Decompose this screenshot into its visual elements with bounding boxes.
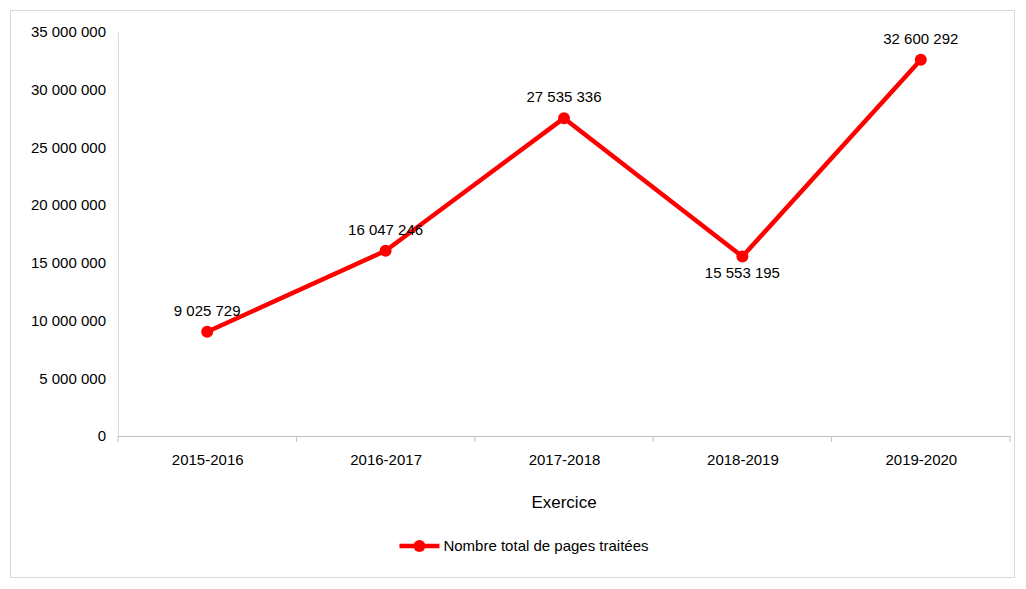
y-tick-label: 0 [98,427,106,444]
point [915,54,927,66]
x-divider [1010,436,1011,442]
x-divider [831,436,832,442]
y-tick: 25 000 000 [31,139,118,156]
x-tick-label: 2019-2020 [885,451,957,468]
x-tick-label: 2018-2019 [707,451,779,468]
series-line [207,60,921,332]
data-label: 27 535 336 [526,88,601,105]
x-tick-label: 2017-2018 [529,451,601,468]
y-axis-line [118,33,119,437]
y-tick-label: 5 000 000 [39,370,106,387]
x-divider [118,436,119,442]
x-axis-line [119,436,1011,437]
data-label: 32 600 292 [883,30,958,47]
x-tick-label: 2016-2017 [350,451,422,468]
point [380,245,392,257]
x-axis: 2015-2016 2016-2017 2017-2018 2018-2019 2019… [119,436,1011,468]
x-dividers [118,436,1010,442]
x-tick: 2018-2019 [707,436,779,468]
data-label: 16 047 246 [348,221,423,238]
y-tick: 5 000 000 [39,370,118,387]
y-tick: 15 000 000 [31,254,118,271]
y-tick: 20 000 000 [31,196,118,213]
x-divider [296,436,297,442]
x-tick: 2015-2016 [172,436,244,468]
y-axis: 0 5 000 000 10 000 000 15 000 000 20 000 000… [31,23,119,444]
chart: 0 5 000 000 10 000 000 15 000 000 20 000 000… [0,0,1026,589]
y-tick: 30 000 000 [31,81,118,98]
x-divider [474,436,475,442]
data-label: 9 025 729 [174,302,241,319]
data-labels: 9 025 729 16 047 246 27 535 336 15 553 195 3… [174,30,959,319]
y-tick-label: 25 000 000 [31,139,106,156]
data-label: 15 553 195 [705,264,780,281]
x-tick: 2017-2018 [529,436,601,468]
point [201,326,213,338]
y-tick: 35 000 000 [31,23,118,40]
x-tick-label: 2015-2016 [172,451,244,468]
x-axis-title: Exercice [531,493,596,512]
y-tick: 0 [98,427,118,444]
x-tick: 2016-2017 [350,436,422,468]
y-tick-label: 10 000 000 [31,312,106,329]
y-tick-label: 15 000 000 [31,254,106,271]
legend-item: Nombre total de pages traitées [399,537,648,554]
legend: Nombre total de pages traitées [399,537,648,554]
y-tick-label: 35 000 000 [31,23,106,40]
y-tick: 10 000 000 [31,312,118,329]
plot-area [201,54,927,338]
point [736,250,748,262]
y-tick-label: 20 000 000 [31,196,106,213]
chart-frame [11,11,1015,578]
point [558,112,570,124]
legend-marker [413,540,425,552]
y-tick-label: 30 000 000 [31,81,106,98]
legend-label: Nombre total de pages traitées [443,537,648,554]
x-tick: 2019-2020 [885,436,957,468]
x-divider [653,436,654,442]
